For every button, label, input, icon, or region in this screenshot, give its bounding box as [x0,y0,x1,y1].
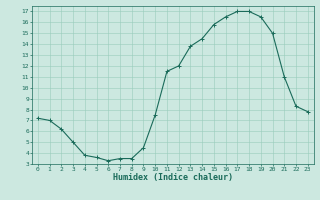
X-axis label: Humidex (Indice chaleur): Humidex (Indice chaleur) [113,173,233,182]
